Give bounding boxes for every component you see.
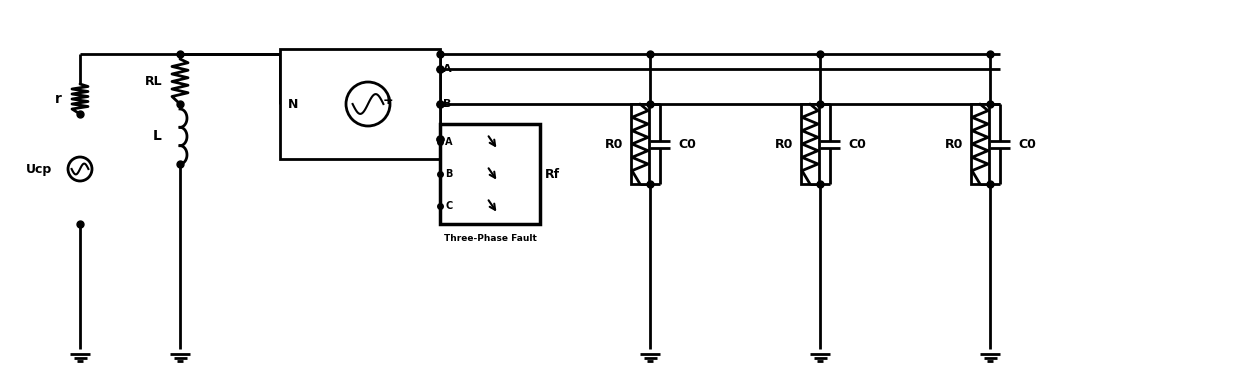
Text: Ucp: Ucp <box>26 162 52 175</box>
Text: B: B <box>445 169 453 179</box>
Text: Rf: Rf <box>546 167 560 180</box>
Text: L: L <box>153 129 162 144</box>
Text: C0: C0 <box>678 137 696 151</box>
Text: A: A <box>443 64 451 74</box>
Bar <box>280 49 440 159</box>
Text: RL: RL <box>144 75 162 88</box>
Bar <box>801 104 818 184</box>
Text: A: A <box>445 137 453 147</box>
Bar <box>971 104 990 184</box>
Text: R0: R0 <box>605 137 622 151</box>
Text: C0: C0 <box>848 137 866 151</box>
Text: C0: C0 <box>1018 137 1035 151</box>
Text: +: + <box>383 94 393 108</box>
Circle shape <box>346 82 391 126</box>
Text: B: B <box>443 99 451 109</box>
Circle shape <box>68 157 92 181</box>
Text: C: C <box>443 134 451 144</box>
Bar <box>440 124 539 224</box>
Text: r: r <box>55 92 62 106</box>
Bar <box>631 104 649 184</box>
Text: C: C <box>445 201 453 211</box>
Text: R0: R0 <box>945 137 963 151</box>
Text: R0: R0 <box>775 137 794 151</box>
Text: N: N <box>288 98 299 111</box>
Text: Three-Phase Fault: Three-Phase Fault <box>444 234 537 243</box>
